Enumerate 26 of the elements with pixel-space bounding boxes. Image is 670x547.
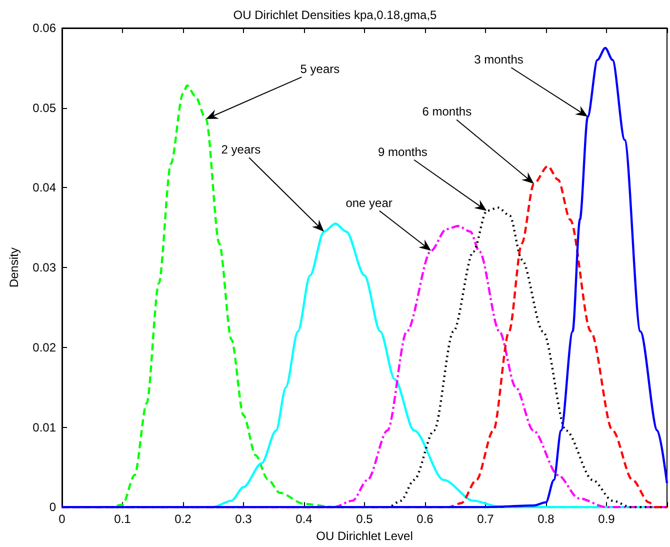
x-tick-label: 0.1 xyxy=(114,512,132,526)
x-tick-label: 0.3 xyxy=(235,512,252,526)
x-axis-title: OU Dirichlet Level xyxy=(316,529,413,543)
x-tick-label: 0.2 xyxy=(174,512,192,526)
annotation: 6 months xyxy=(422,104,472,119)
annotation: 5 years xyxy=(300,62,340,76)
annotation: one year xyxy=(346,196,392,210)
annotation: 9 months xyxy=(378,144,428,159)
y-tick-label: 0.05 xyxy=(32,100,56,115)
y-tick-label: 0.04 xyxy=(32,180,56,195)
y-tick-label: 0.03 xyxy=(32,260,56,275)
chart-title: OU Dirichlet Densities kpa,0.18,gma,5 xyxy=(233,8,438,22)
x-tick-label: 0.4 xyxy=(296,512,313,526)
x-tick-label: 0 xyxy=(58,512,66,526)
x-tick-label: 0.5 xyxy=(356,512,374,526)
y-tick-label: 0.02 xyxy=(32,340,56,354)
y-tick-label: 0.06 xyxy=(32,21,56,35)
x-tick-label: 0.6 xyxy=(416,512,434,526)
y-tick-label: 0.01 xyxy=(32,420,56,434)
y-axis-title: Density xyxy=(7,248,21,288)
y-tick-label: 0 xyxy=(49,500,56,514)
annotation: 2 years xyxy=(221,142,261,157)
x-tick-label: 0.9 xyxy=(598,512,616,526)
x-tick-label: 0.7 xyxy=(477,512,494,526)
annotation: 3 months xyxy=(474,52,524,67)
x-tick-label: 0.8 xyxy=(538,512,555,526)
